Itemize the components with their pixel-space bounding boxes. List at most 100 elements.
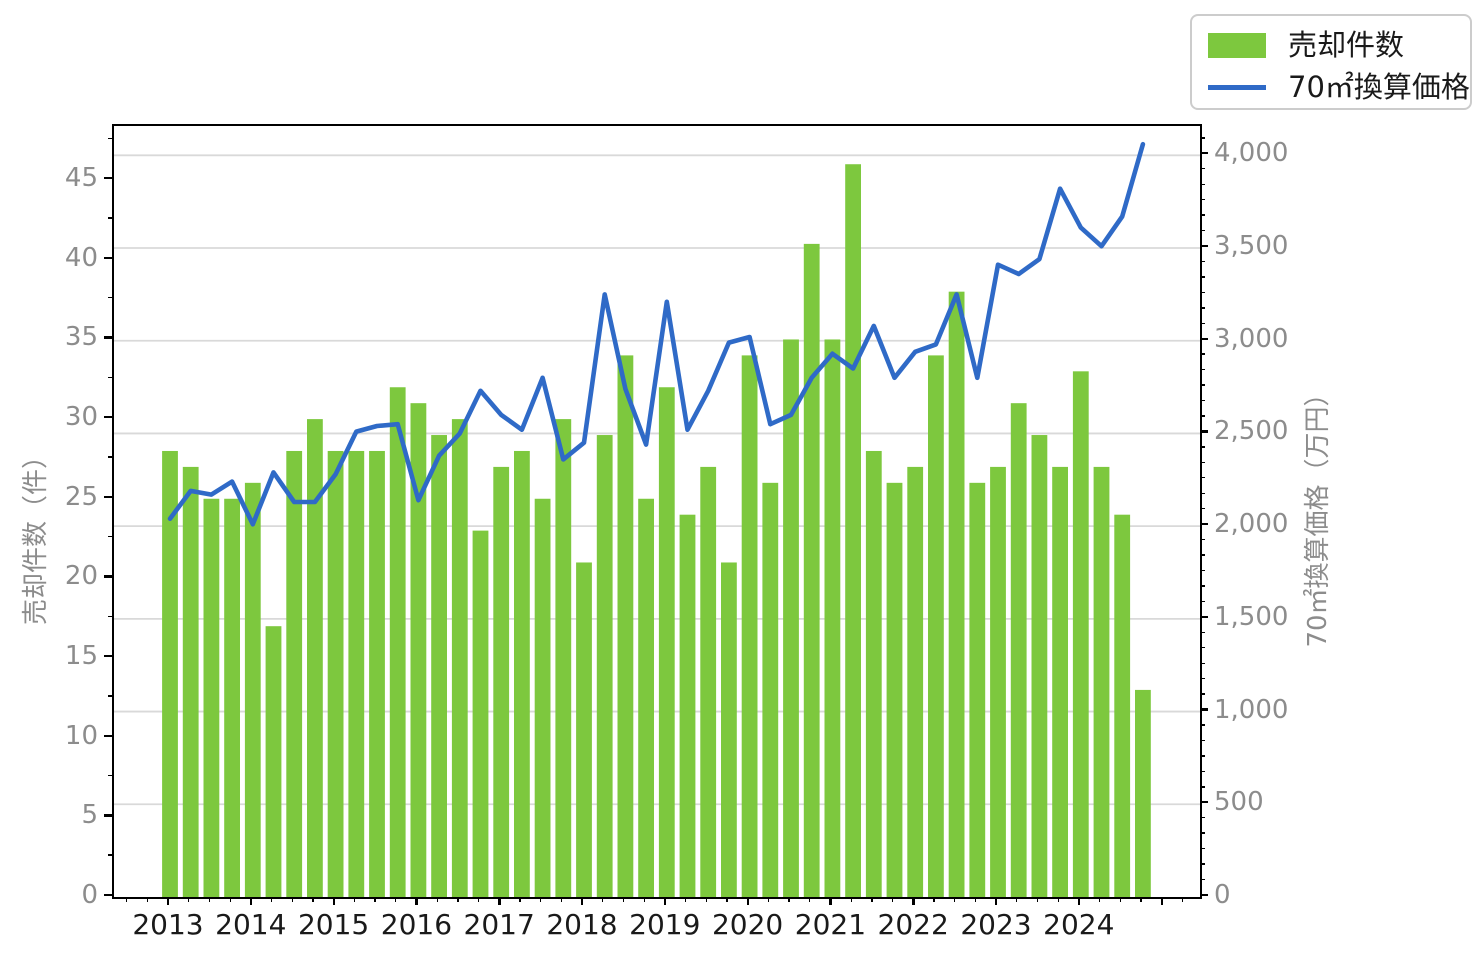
- legend-swatch-sales-bar: [1208, 32, 1266, 58]
- sales-bar-2022Q4: [969, 482, 986, 897]
- y-right-minor-tick: [1200, 616, 1205, 618]
- y-right-minor-tick: [1200, 631, 1205, 633]
- y-left-tick-label-5: 5: [81, 800, 98, 831]
- x-minor-tick: [560, 897, 563, 902]
- x-axis-tick-label-2021: 2021: [794, 908, 867, 941]
- y-right-minor-tick: [1200, 446, 1205, 448]
- y-left-minor-tick: [107, 296, 112, 299]
- y-left-minor-tick: [107, 217, 112, 219]
- y-right-tick-label-4000: 4,000: [1214, 138, 1289, 169]
- x-major-tick: [415, 897, 418, 905]
- legend-label-price: 70㎡換算価格: [1288, 69, 1470, 104]
- x-major-tick: [912, 897, 915, 905]
- x-minor-tick: [954, 897, 956, 902]
- x-major-tick: [249, 897, 253, 905]
- sales-bar-2024Q2: [1093, 466, 1110, 897]
- sales-bar-2016Q2: [431, 435, 447, 897]
- y-right-minor-tick: [1200, 832, 1205, 834]
- y-left-minor-tick: [107, 535, 112, 538]
- y-left-tick-label-45: 45: [64, 163, 98, 194]
- sales-bar-2015Q3: [369, 450, 385, 897]
- y-right-major-tick: [1200, 893, 1208, 897]
- y-left-minor-tick: [107, 774, 112, 777]
- x-minor-tick: [974, 897, 977, 902]
- y-right-minor-tick: [1200, 198, 1205, 201]
- sales-bar-2016Q4: [472, 530, 489, 897]
- sales-bar-2024Q1: [1072, 371, 1089, 897]
- y-right-major-tick: [1200, 430, 1208, 433]
- x-minor-tick: [395, 897, 397, 902]
- x-minor-tick: [622, 897, 625, 902]
- sales-bar-2013Q4: [224, 498, 240, 897]
- y-right-major-tick: [1200, 152, 1208, 155]
- x-major-tick: [995, 897, 998, 905]
- y-right-minor-tick: [1200, 307, 1205, 309]
- legend-item-sales: 売却件数: [1208, 30, 1404, 60]
- legend-item-price: 70㎡換算価格: [1208, 72, 1470, 102]
- sales-bar-2014Q2: [265, 626, 282, 897]
- y-right-minor-tick: [1200, 492, 1205, 494]
- y-right-minor-tick: [1200, 724, 1205, 726]
- sales-bar-2013Q1: [162, 450, 178, 897]
- sales-bar-2015Q1: [327, 450, 344, 897]
- y-right-minor-tick: [1200, 801, 1205, 803]
- y-right-minor-tick: [1200, 368, 1205, 371]
- y-right-minor-tick: [1200, 183, 1205, 185]
- y-right-tick-label-3000: 3,000: [1214, 323, 1289, 354]
- x-minor-tick: [933, 897, 935, 902]
- y-left-minor-tick: [107, 695, 112, 697]
- x-minor-tick: [436, 897, 438, 902]
- y-right-minor-tick: [1200, 554, 1205, 556]
- y-right-major-tick: [1200, 337, 1208, 340]
- x-minor-tick: [457, 897, 459, 902]
- y-left-tick-label-0: 0: [81, 880, 98, 910]
- y-right-minor-tick: [1200, 662, 1205, 664]
- x-major-tick: [663, 897, 667, 905]
- x-minor-tick: [188, 897, 190, 902]
- y-left-axis-title: 売却件数（件）: [21, 442, 51, 626]
- y-right-minor-tick: [1200, 229, 1205, 232]
- x-minor-tick: [809, 897, 811, 902]
- x-minor-tick: [229, 897, 231, 902]
- y-right-minor-tick: [1200, 477, 1205, 479]
- x-axis-tick-label-2013: 2013: [132, 908, 204, 941]
- x-minor-tick: [1057, 897, 1059, 902]
- x-minor-tick: [519, 897, 521, 902]
- x-minor-tick: [1036, 897, 1039, 902]
- x-major-tick: [581, 897, 584, 905]
- x-axis-tick-label-2024: 2024: [1043, 908, 1115, 941]
- sales-bar-2013Q3: [203, 498, 220, 897]
- y-right-major-tick: [1200, 244, 1208, 248]
- y-left-major-tick: [104, 654, 112, 658]
- y-left-major-tick: [104, 495, 112, 498]
- x-minor-tick: [312, 897, 314, 902]
- y-left-minor-tick: [107, 137, 112, 140]
- sales-bar-2014Q1: [244, 482, 261, 897]
- x-minor-tick: [540, 897, 542, 902]
- y-right-minor-tick: [1200, 647, 1205, 649]
- y-right-axis-title: 70㎡換算価格（万円）: [1303, 380, 1333, 648]
- chart-svg: [114, 141, 1200, 897]
- y-left-major-tick: [104, 336, 112, 339]
- sales-bar-2019Q3: [700, 466, 717, 897]
- x-minor-tick: [126, 897, 128, 902]
- x-axis-tick-label-2022: 2022: [877, 908, 949, 941]
- sales-bar-2022Q2: [928, 355, 944, 897]
- x-minor-tick: [208, 897, 211, 902]
- sales-bar-2020Q2: [762, 482, 779, 897]
- sales-bar-2015Q4: [389, 387, 406, 897]
- y-right-minor-tick: [1200, 399, 1205, 402]
- x-minor-tick: [705, 897, 707, 902]
- x-axis-tick-label-2018: 2018: [546, 908, 618, 941]
- y-left-minor-tick: [107, 376, 112, 378]
- sales-bar-2017Q2: [514, 450, 530, 897]
- legend-label-sales: 売却件数: [1288, 27, 1405, 62]
- y-left-major-tick: [104, 893, 112, 897]
- sales-bar-2013Q2: [182, 466, 199, 897]
- y-right-minor-tick: [1200, 260, 1205, 263]
- x-minor-tick: [871, 897, 873, 902]
- y-left-tick-label-35: 35: [64, 322, 98, 353]
- sales-bar-2021Q2: [845, 164, 861, 897]
- sales-bar-2017Q1: [493, 466, 510, 897]
